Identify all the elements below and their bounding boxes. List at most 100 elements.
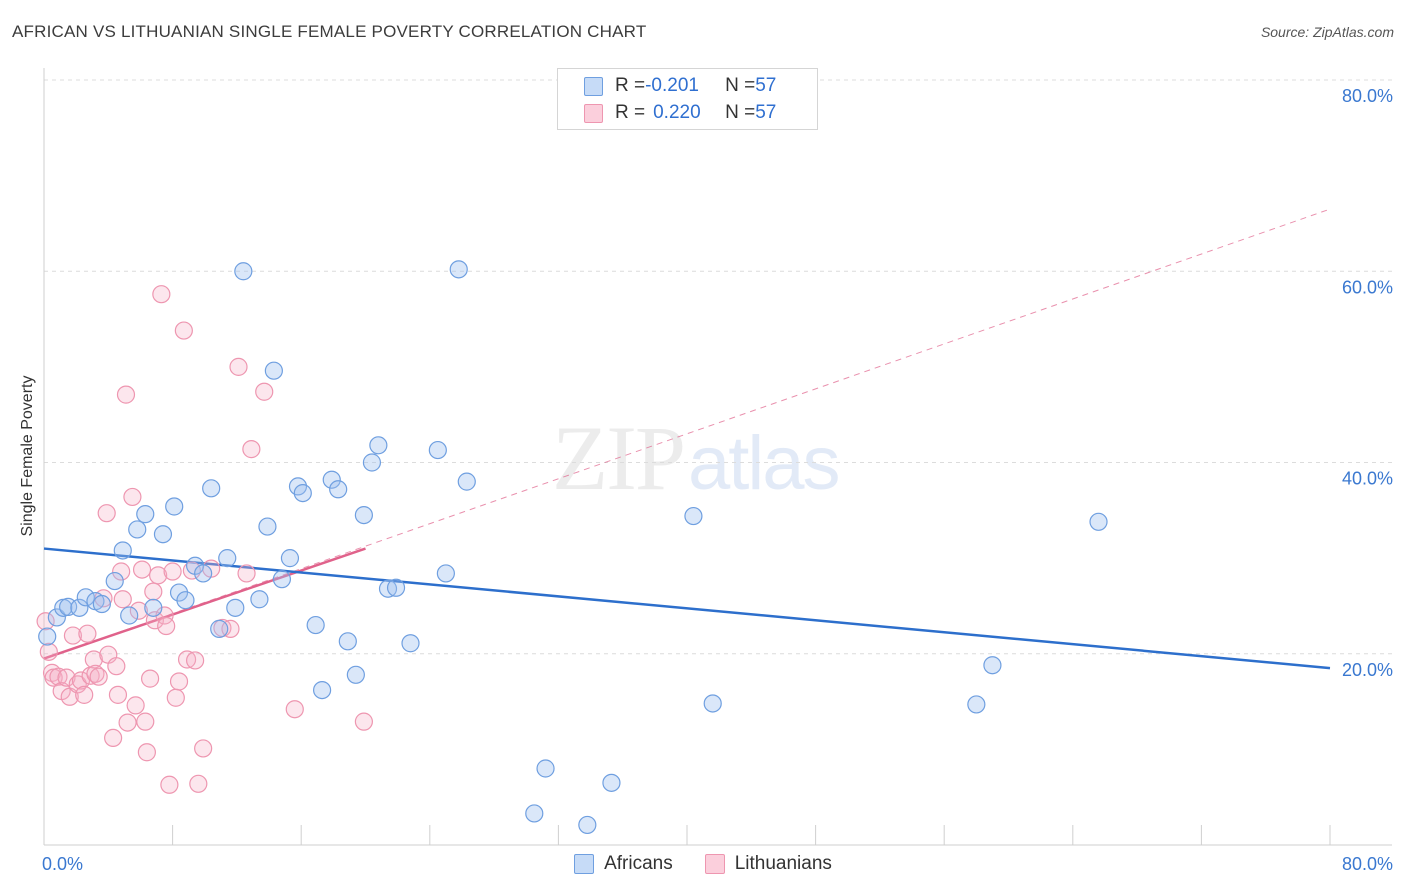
lithuanians-point [163,562,182,581]
chart-source: Source: ZipAtlas.com [1260,24,1394,40]
lithuanians-point [140,669,160,688]
africans-point [329,480,348,499]
lithuanians-point [166,688,185,707]
legend-item-lithuanians[interactable]: Lithuanians [704,853,832,875]
africans-point [983,656,1002,675]
lithuanians-point [144,582,163,601]
lithuanians-trend-line [43,547,366,660]
lithuanians-point [160,775,179,794]
y-tick-label: 40.0% [1342,469,1393,489]
africans-point [136,505,155,524]
lithuanians-point [97,504,116,523]
legend-r-value: 0.220 [653,102,701,123]
africans-point [354,505,373,525]
lithuanians-point [36,612,55,631]
correlation-legend: R = -0.201 N = 57 R = 0.220 N = 57 [557,68,818,130]
africans-point [153,525,173,544]
axes [43,68,1392,846]
legend-n-label: N = [725,75,756,96]
africans-point [272,570,292,589]
africans-point [128,520,147,539]
legend-item-label: Africans [604,853,673,874]
africans-point [258,517,277,536]
africans-point [312,680,332,700]
lithuanians-point [285,700,304,719]
africans-point [165,497,184,516]
legend-item-africans[interactable]: Africans [574,853,673,875]
africans-point [47,608,66,627]
lithuanians-point [108,685,128,704]
legend-row-africans: R = -0.201 N = 57 [584,73,776,99]
lithuanians-point [149,566,168,585]
y-tick-label: 20.0% [1342,660,1393,680]
lithuanians-point [152,285,171,304]
africans-point [226,598,245,617]
africans-point [264,361,283,380]
lithuanians-point [116,385,136,404]
lithuanians-point [237,564,256,583]
africans-point [457,472,476,491]
lithuanians-legend-swatch [704,854,725,874]
series-legend: Africans Lithuanians [0,850,1406,878]
lithuanians-point [169,672,189,691]
legend-r-value: -0.201 [645,75,699,96]
lithuanians-point [118,713,137,732]
africans-point [703,694,722,713]
africans-point [401,634,420,653]
africans-point [386,578,406,597]
lithuanians-point [107,657,126,676]
lithuanians-point [136,712,155,731]
lithuanians-point [78,624,97,643]
legend-n-label: N = [725,102,756,123]
africans-point [967,695,986,714]
lithuanians-point [174,321,193,340]
x-tick-label-min: 0.0% [42,854,83,874]
lithuanians-point [194,739,213,758]
africans-point [293,484,312,503]
lithuanians-point [137,743,156,762]
africans-point [362,453,382,472]
legend-item-label: Lithuanians [734,853,832,874]
africans-point [218,549,237,568]
africans-point [144,598,163,617]
lithuanians-point [112,562,131,581]
lithuanians-points [36,285,373,794]
tick-labels: 20.0% 40.0% 60.0% 80.0% 0.0% 80.0% [42,86,1393,874]
africans-point [113,541,132,560]
africans-points [38,260,1108,835]
africans-trend-line [43,547,1331,670]
lithuanians-point [255,382,274,401]
africans-point [684,506,703,526]
africans-point [250,590,269,609]
africans-point [194,564,213,583]
africans-point [338,632,357,651]
africans-point [92,594,111,614]
lithuanians-point [86,664,105,683]
lithuanians-point [157,616,176,636]
lithuanians-point [89,667,108,686]
y-tick-label: 60.0% [1342,277,1393,297]
africans-point [105,571,124,591]
x-tick-label-max: 80.0% [1342,854,1393,874]
africans-legend-swatch [574,854,595,874]
africans-point [120,606,139,625]
africans-point [449,260,468,279]
africans-point [1089,512,1108,531]
africans-point [210,619,229,638]
africans-point [176,591,195,610]
chart-title: AFRICAN VS LITHUANIAN SINGLE FEMALE POVE… [12,22,647,41]
africans-point [322,470,341,489]
lithuanians-point [242,440,261,459]
legend-n-value: 57 [755,75,777,96]
lithuanians-point [104,728,123,748]
africans-point [280,549,300,568]
y-tick-label: 80.0% [1342,86,1393,106]
lithuanians-point [57,668,76,687]
legend-row-lithuanians: R = 0.220 N = 57 [584,100,776,126]
africans-swatch [584,76,603,96]
lithuanians-point [123,487,142,507]
africans-point [536,759,555,778]
lithuanians-point [39,642,58,661]
lithuanians-point [75,685,94,704]
